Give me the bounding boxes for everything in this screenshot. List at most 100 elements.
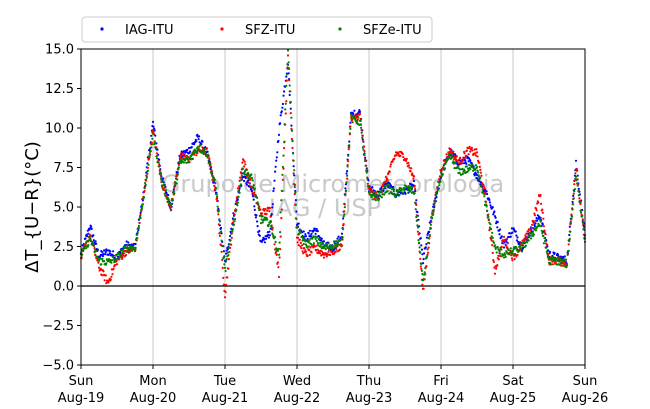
data-point-sfze-itu	[540, 225, 543, 228]
data-point-sfze-itu	[502, 256, 506, 259]
data-point-sfze-itu	[150, 143, 153, 146]
data-point-sfze-itu	[167, 197, 170, 200]
data-point-sfze-itu	[476, 169, 479, 172]
data-point-iag-itu	[536, 219, 539, 222]
data-point-sfze-itu	[141, 203, 144, 206]
data-point-sfze-itu	[295, 217, 298, 220]
data-point-sfze-itu	[252, 185, 255, 188]
data-point-sfze-itu	[278, 241, 281, 244]
data-point-iag-itu	[238, 187, 241, 190]
data-point-sfz-itu	[582, 233, 586, 236]
data-point-iag-itu	[533, 225, 537, 228]
data-point-sfze-itu	[293, 169, 296, 172]
data-point-sfze-itu	[439, 171, 443, 174]
data-point-sfz-itu	[516, 253, 519, 257]
data-point-iag-itu	[307, 232, 310, 235]
data-point-sfze-itu	[482, 192, 485, 195]
data-point-sfze-itu	[267, 223, 270, 226]
data-point-sfz-itu	[334, 250, 337, 253]
data-point-sfze-itu	[432, 208, 435, 211]
data-point-sfze-itu	[389, 186, 392, 189]
data-point-sfze-itu	[85, 247, 88, 250]
data-point-sfz-itu	[551, 263, 555, 266]
data-point-iag-itu	[112, 250, 115, 253]
data-point-sfz-itu	[158, 163, 161, 166]
data-point-sfze-itu	[380, 189, 383, 192]
data-point-iag-itu	[478, 180, 481, 183]
data-point-sfz-itu	[573, 183, 576, 186]
data-point-sfze-itu	[555, 258, 558, 261]
data-point-sfze-itu	[350, 117, 353, 121]
data-point-sfze-itu	[386, 190, 389, 193]
data-point-sfze-itu	[370, 195, 373, 198]
y-tick-label: 5.0	[53, 201, 74, 216]
data-point-sfz-itu	[105, 282, 108, 285]
data-point-iag-itu	[358, 110, 362, 113]
data-point-sfze-itu	[409, 187, 412, 190]
data-point-sfz-itu	[299, 245, 302, 248]
data-point-sfze-itu	[564, 258, 568, 261]
data-point-iag-itu	[242, 175, 245, 179]
data-point-sfz-itu	[402, 156, 405, 159]
data-point-sfze-itu	[475, 165, 479, 169]
data-point-sfze-itu	[532, 233, 535, 236]
data-point-sfz-itu	[280, 217, 283, 220]
data-point-iag-itu	[494, 216, 497, 219]
data-point-iag-itu	[229, 234, 232, 238]
data-point-sfze-itu	[214, 182, 217, 185]
data-point-iag-itu	[435, 195, 438, 198]
data-point-sfze-itu	[112, 256, 115, 259]
data-point-sfze-itu	[233, 220, 236, 223]
data-point-iag-itu	[103, 249, 106, 252]
data-point-iag-itu	[388, 182, 391, 185]
data-point-sfz-itu	[216, 199, 219, 202]
data-point-sfz-itu	[413, 185, 416, 188]
data-point-sfze-itu	[365, 169, 368, 172]
data-point-sfze-itu	[258, 208, 261, 212]
data-point-sfz-itu	[134, 248, 137, 251]
data-point-iag-itu	[322, 240, 326, 243]
data-point-sfze-itu	[237, 195, 240, 198]
data-point-sfze-itu	[577, 190, 580, 193]
data-point-sfze-itu	[136, 230, 139, 234]
data-point-sfz-itu	[501, 239, 504, 242]
data-point-sfze-itu	[286, 63, 289, 66]
data-point-iag-itu	[498, 233, 501, 236]
y-axis-label: ΔT_{U−R}(°C)	[22, 141, 43, 273]
data-point-sfze-itu	[152, 132, 155, 135]
data-point-sfze-itu	[581, 214, 584, 217]
data-point-sfze-itu	[521, 244, 524, 247]
data-point-sfze-itu	[437, 188, 440, 191]
data-point-sfze-itu	[540, 229, 543, 232]
data-point-iag-itu	[90, 227, 93, 230]
data-point-sfz-itu	[302, 252, 305, 255]
data-point-sfze-itu	[182, 161, 185, 164]
data-point-sfze-itu	[135, 237, 138, 240]
data-point-sfze-itu	[569, 230, 572, 233]
data-point-sfze-itu	[168, 201, 171, 204]
data-point-iag-itu	[281, 106, 284, 109]
data-point-sfze-itu	[173, 192, 176, 195]
data-point-sfze-itu	[292, 159, 295, 162]
data-point-sfz-itu	[530, 226, 533, 229]
data-point-iag-itu	[172, 188, 175, 191]
data-point-sfze-itu	[214, 187, 218, 190]
data-point-sfze-itu	[571, 215, 574, 218]
data-point-sfze-itu	[520, 247, 523, 250]
data-point-sfz-itu	[475, 151, 479, 154]
data-point-sfze-itu	[526, 241, 529, 244]
data-point-sfze-itu	[490, 235, 493, 238]
data-point-sfze-itu	[544, 239, 547, 242]
data-point-sfz-itu	[263, 209, 266, 212]
data-point-sfze-itu	[118, 257, 121, 261]
legend-box	[81, 16, 433, 43]
data-point-sfze-itu	[151, 137, 154, 140]
data-point-sfze-itu	[110, 261, 113, 264]
data-point-iag-itu	[346, 170, 349, 173]
data-point-sfz-itu	[261, 212, 264, 215]
data-point-sfz-itu	[455, 155, 458, 158]
data-point-sfze-itu	[545, 246, 548, 249]
data-point-sfz-itu	[542, 225, 546, 228]
x-tick-label-day: Mon	[139, 374, 166, 389]
data-point-sfz-itu	[540, 202, 543, 205]
